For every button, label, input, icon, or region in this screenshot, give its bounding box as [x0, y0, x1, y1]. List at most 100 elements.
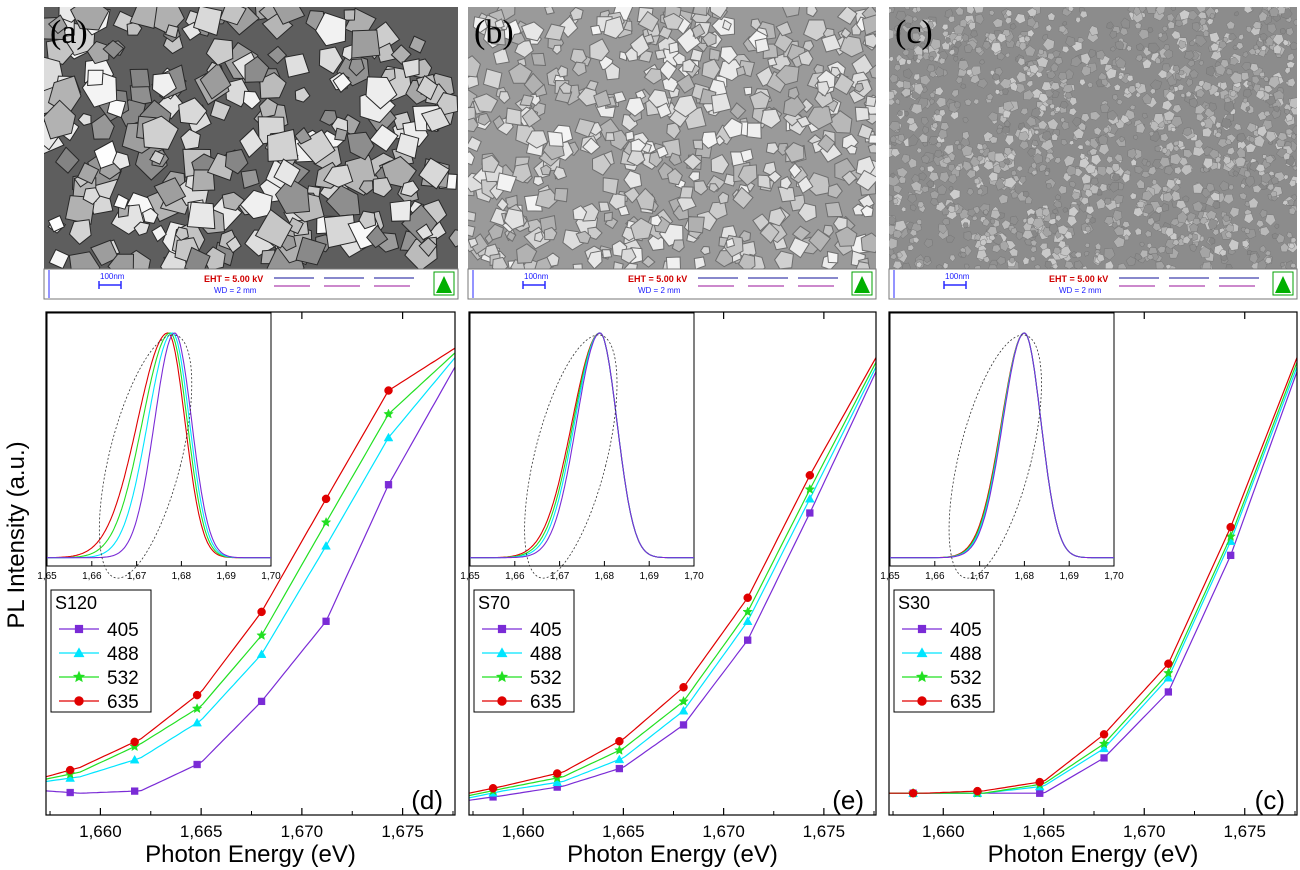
sem-texture [889, 7, 1297, 269]
series-lines [469, 357, 876, 801]
legend: S70 405 488 532 635 [473, 589, 575, 713]
data-point-488 [1099, 743, 1109, 753]
data-point-532 [1098, 738, 1110, 749]
data-point-488 [552, 777, 563, 787]
series-lines [46, 347, 455, 797]
data-point-532 [742, 606, 753, 617]
panel-label: (c) [895, 14, 933, 51]
eht-label: EHT = 5.00 kV [628, 274, 687, 284]
legend-label: 635 [530, 692, 562, 713]
y-axis-label: PL Intensity (a.u.) [3, 441, 30, 628]
data-point-635 [805, 471, 815, 480]
data-point-635 [1226, 522, 1235, 532]
wd-label: WD = 2 mm [1059, 286, 1102, 295]
panel-label: (a) [50, 14, 88, 51]
x-tick-label: 1,665 [602, 822, 645, 841]
data-point-532 [804, 483, 816, 494]
legend-box [893, 589, 995, 713]
wd-label: WD = 2 mm [214, 286, 257, 295]
series-line-405 [46, 366, 455, 794]
inset-x-tick-label: 1,69 [216, 571, 236, 582]
legend-marker [74, 696, 84, 706]
inset-x-tick-label: 1,68 [595, 571, 615, 582]
data-point-488 [614, 754, 625, 764]
data-point-488 [192, 717, 202, 727]
data-point-488 [1163, 672, 1174, 682]
data-point-532 [256, 629, 267, 640]
sem-info-bar [467, 268, 877, 300]
x-tick-label: 1,675 [803, 822, 846, 841]
legend-label: 405 [107, 620, 139, 641]
data-point-635 [615, 737, 624, 746]
x-tick-label: 1,670 [281, 822, 324, 841]
data-point-635 [552, 769, 562, 778]
data-point-405 [1036, 789, 1044, 797]
inset-x-tick-label: 1,70 [684, 571, 704, 582]
data-point-488 [678, 705, 689, 715]
data-point-635 [1035, 777, 1044, 787]
legend-marker [74, 624, 84, 634]
highlight-ellipse [524, 334, 618, 579]
data-point-405 [257, 697, 266, 706]
legend-marker [497, 696, 507, 706]
inset-x-tick-label: 1,65 [880, 571, 900, 582]
legend-marker [73, 647, 85, 658]
legend-label: 405 [950, 620, 982, 641]
legend-title: S120 [55, 593, 97, 613]
inset-x-tick-label: 1,69 [1059, 571, 1079, 582]
sem-panel: 100nm EHT = 5.00 kV WD = 2 mm (a) [43, 7, 459, 300]
data-point-532 [614, 744, 625, 755]
legend-label: 635 [950, 692, 982, 713]
legend-box [473, 589, 575, 713]
data-point-405 [1227, 551, 1235, 560]
chart-panel-label: (d) [411, 785, 443, 815]
legend-marker [72, 670, 86, 683]
data-point-532 [1163, 667, 1174, 678]
histogram-icon [854, 276, 870, 293]
x-axis-label: Photon Energy (eV) [567, 841, 778, 868]
data-point-532 [383, 408, 394, 419]
legend-label: 488 [530, 644, 562, 665]
inset-frame [469, 312, 695, 567]
inset-peak-405 [890, 332, 1114, 559]
eht-label: EHT = 5.00 kV [204, 274, 263, 284]
inset-x-tick-label: 1,66 [505, 571, 525, 582]
plot-frame [888, 311, 1298, 816]
sem-texture [468, 7, 876, 269]
x-tick-label: 1,660 [79, 822, 122, 841]
panel-label: (b) [474, 14, 514, 51]
legend-label: 488 [950, 644, 982, 665]
inset-frame [46, 312, 272, 567]
histogram-icon [436, 276, 452, 293]
inset-x-tick-label: 1,70 [1104, 571, 1124, 582]
chart-panel-label: (e) [832, 785, 864, 815]
data-point-488 [383, 432, 394, 442]
chart-panel-label: (c) [1255, 785, 1285, 815]
sem-texture [44, 7, 458, 269]
data-point-635 [488, 783, 498, 793]
inset-x-tick-label: 1,66 [925, 571, 945, 582]
data-point-405 [615, 764, 624, 773]
x-tick-label: 1,675 [381, 822, 424, 841]
data-point-405 [193, 760, 201, 769]
plot-frame [468, 311, 877, 816]
x-tick-label: 1,665 [180, 822, 223, 841]
data-point-635 [1099, 730, 1109, 739]
data-point-635 [130, 737, 139, 747]
data-point-635 [679, 683, 688, 692]
legend: S120 405 488 532 635 [50, 589, 152, 713]
highlight-ellipse [948, 334, 1042, 579]
x-tick-label: 1,675 [1223, 822, 1266, 841]
data-point-635 [192, 690, 202, 700]
scale-bar-label: 100nm [100, 272, 125, 281]
scale-bar-label: 100nm [945, 272, 970, 281]
data-point-405 [806, 509, 814, 517]
x-tick-label: 1,660 [922, 822, 965, 841]
inset-chart: 1,65 1,66 1,67 1,68 1,69 1,70 [460, 312, 704, 582]
data-point-488 [129, 754, 140, 764]
legend-marker [497, 624, 507, 634]
legend-label: 405 [530, 620, 562, 641]
data-point-635 [743, 593, 752, 603]
legend-label: 635 [107, 692, 139, 713]
data-point-405 [322, 617, 330, 625]
